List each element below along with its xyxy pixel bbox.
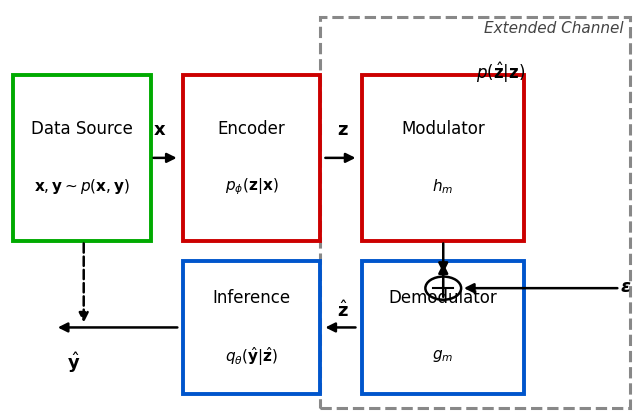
Text: Encoder: Encoder (218, 120, 285, 138)
Text: Inference: Inference (212, 290, 291, 308)
Text: $\mathbf{z}$: $\mathbf{z}$ (337, 121, 348, 139)
Text: Data Source: Data Source (31, 120, 133, 138)
Bar (13, 75, 151, 241)
Text: $h_m$: $h_m$ (432, 178, 454, 196)
Text: Demodulator: Demodulator (388, 290, 497, 308)
Bar (320, 17, 630, 408)
Text: $p_\phi(\mathbf{z}|\mathbf{x})$: $p_\phi(\mathbf{z}|\mathbf{x})$ (225, 176, 278, 197)
Text: Extended Channel: Extended Channel (484, 22, 623, 37)
Text: $g_m$: $g_m$ (432, 349, 454, 364)
Text: $\boldsymbol{\epsilon}$: $\boldsymbol{\epsilon}$ (620, 278, 632, 296)
Text: $p(\hat{\mathbf{z}}|\mathbf{z})$: $p(\hat{\mathbf{z}}|\mathbf{z})$ (476, 61, 525, 85)
Bar (362, 75, 524, 241)
Text: $\mathbf{x}, \mathbf{y} \sim p(\mathbf{x}, \mathbf{y})$: $\mathbf{x}, \mathbf{y} \sim p(\mathbf{x… (34, 177, 130, 196)
Text: $q_\theta(\hat{\mathbf{y}}|\hat{\mathbf{z}})$: $q_\theta(\hat{\mathbf{y}}|\hat{\mathbf{… (225, 345, 278, 368)
Bar (362, 261, 524, 393)
Text: $\mathbf{x}$: $\mathbf{x}$ (153, 121, 166, 139)
Bar (182, 261, 320, 393)
Text: $\hat{\mathbf{z}}$: $\hat{\mathbf{z}}$ (337, 300, 348, 321)
Text: $\hat{\mathbf{y}}$: $\hat{\mathbf{y}}$ (67, 350, 81, 375)
Bar (182, 75, 320, 241)
Text: Modulator: Modulator (401, 120, 485, 138)
